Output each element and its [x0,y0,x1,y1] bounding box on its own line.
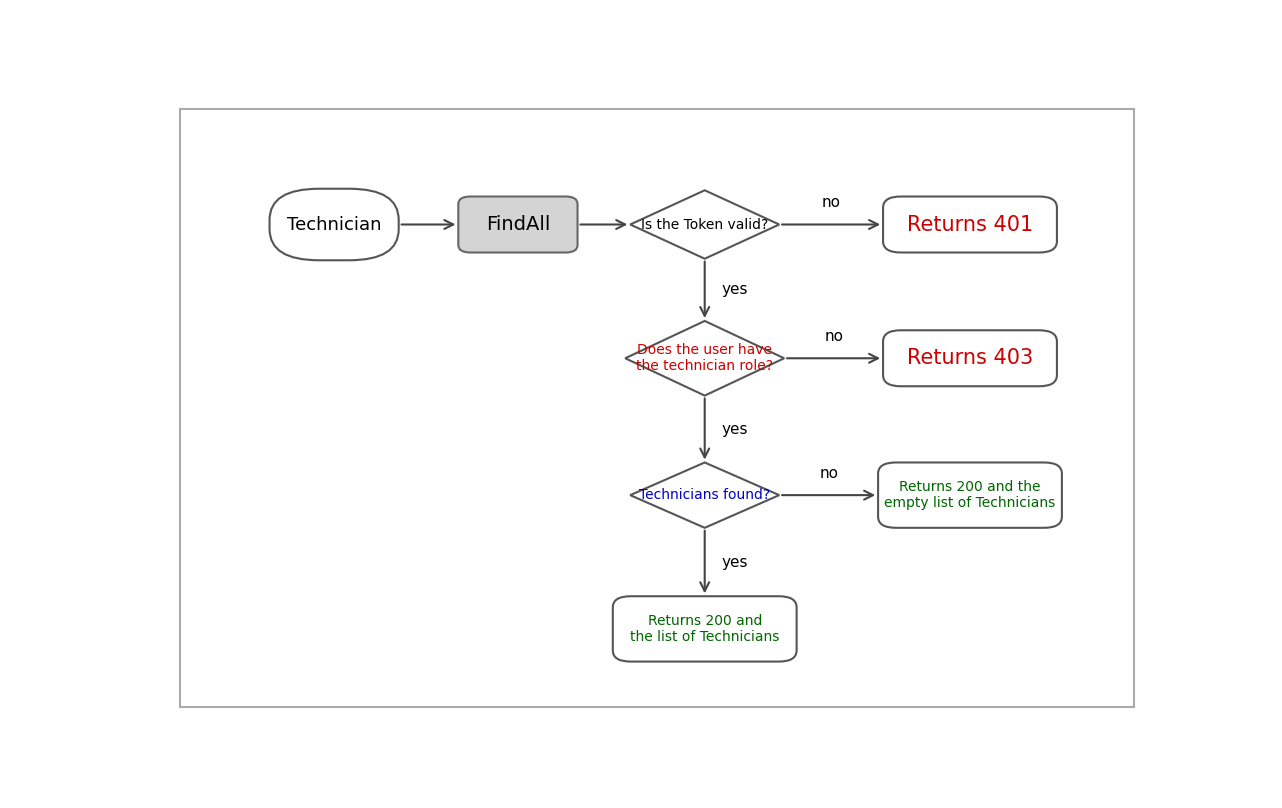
FancyBboxPatch shape [878,462,1061,528]
Text: Technician: Technician [287,216,381,234]
Text: Returns 200 and the
empty list of Technicians: Returns 200 and the empty list of Techni… [885,480,1055,510]
Text: Returns 403: Returns 403 [906,348,1033,368]
Text: yes: yes [722,282,747,297]
Text: yes: yes [722,422,747,436]
Text: Returns 200 and
the list of Technicians: Returns 200 and the list of Technicians [629,614,779,644]
FancyBboxPatch shape [883,330,1056,386]
Polygon shape [631,462,779,528]
Text: FindAll: FindAll [486,215,550,234]
FancyBboxPatch shape [459,196,577,252]
Text: Is the Token valid?: Is the Token valid? [641,217,768,232]
Text: no: no [819,466,838,481]
Text: no: no [822,196,841,210]
Text: Returns 401: Returns 401 [906,214,1033,234]
Polygon shape [626,321,785,396]
FancyBboxPatch shape [883,196,1056,252]
Text: yes: yes [722,554,747,570]
Polygon shape [631,190,779,259]
Text: no: no [824,329,844,344]
FancyBboxPatch shape [269,189,399,260]
Text: Does the user have
the technician role?: Does the user have the technician role? [636,343,773,373]
FancyBboxPatch shape [613,596,796,662]
Text: Technicians found?: Technicians found? [640,488,770,502]
